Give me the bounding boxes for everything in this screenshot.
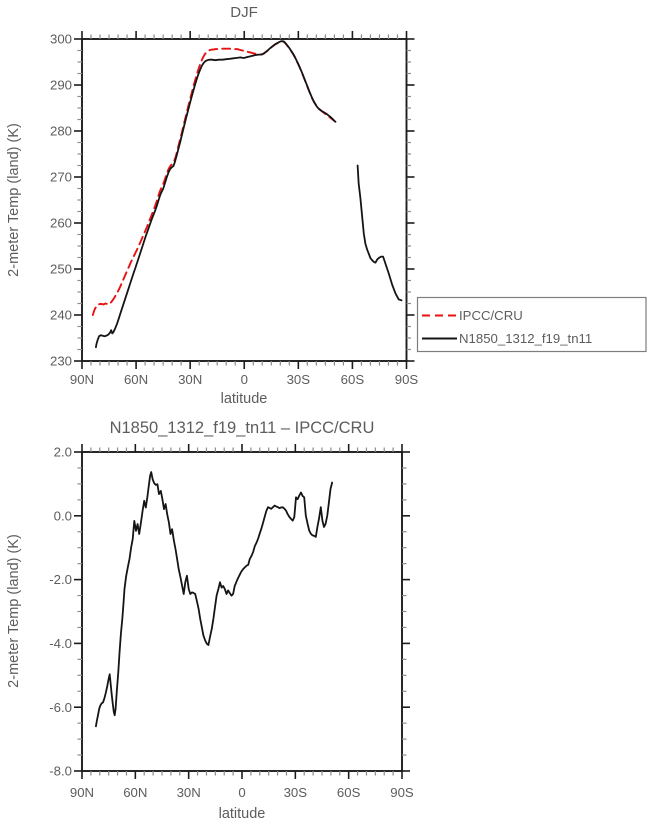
- series-n1850-1312-f19-tn11-minus-ipcc-cru: [95, 471, 334, 728]
- plot-frame: [81, 38, 408, 362]
- legend-label: N1850_1312_f19_tn11: [459, 331, 592, 346]
- y-tick-label: 240: [50, 308, 72, 323]
- y-tick-label: 0.0: [54, 508, 72, 523]
- x-tick-label: 90N: [70, 372, 94, 387]
- x-tick-label: 0: [238, 785, 245, 800]
- y-tick-label: 250: [50, 262, 72, 277]
- legend: IPCC/CRU N1850_1312_f19_tn11: [416, 296, 647, 353]
- y-tick-label: -2.0: [49, 572, 72, 587]
- djf-temperature-chart: 90N 60N 30N 0 30S 60S 90S 230 240 250 260 270 280 290…: [6, 4, 647, 407]
- x-tick-label: 90S: [390, 785, 414, 800]
- x-tick-label: 30N: [178, 372, 202, 387]
- legend-label: IPCC/CRU: [459, 308, 523, 323]
- y-tick-label: 290: [50, 78, 72, 93]
- x-axis-label: latitude: [221, 391, 268, 407]
- series-n1850-1312-f19-tn11: [95, 40, 337, 349]
- x-tick-label: 30S: [284, 785, 308, 800]
- y-tick-label: 2.0: [54, 445, 72, 460]
- x-tick-label: 60S: [341, 372, 365, 387]
- y-axis-label: 2-meter Temp (land) (K): [6, 534, 22, 688]
- y-tick-label: 300: [50, 32, 72, 47]
- series-n1850-1312-f19-tn11: [356, 164, 403, 302]
- x-tick-label: 90S: [395, 372, 419, 387]
- y-axis-label: 2-meter Temp (land) (K): [6, 123, 22, 277]
- x-tick-label: 0: [241, 372, 248, 387]
- x-tick-label: 30N: [177, 785, 201, 800]
- x-tick-label: 60N: [123, 785, 147, 800]
- chart-title: DJF: [230, 4, 258, 21]
- legend-box: [416, 296, 647, 353]
- x-tick-label: 30S: [287, 372, 311, 387]
- y-tick-label: 230: [50, 354, 72, 369]
- y-tick-label: 260: [50, 216, 72, 231]
- x-axis-label: latitude: [219, 806, 266, 822]
- y-tick-label: -4.0: [49, 636, 72, 651]
- chart-title: N1850_1312_f19_tn11 – IPCC/CRU: [110, 419, 375, 437]
- plot-frame: [81, 451, 403, 772]
- y-tick-label: -6.0: [49, 700, 72, 715]
- x-tick-label: 60N: [124, 372, 148, 387]
- series-ipcc-cru: [91, 40, 336, 316]
- y-tick-label: -8.0: [49, 764, 72, 779]
- model-minus-obs-difference-chart: 90N 60N 30N 0 30S 60S 90S -8.0 -6.0 -4.0 -2.0 0.0 2.…: [6, 419, 414, 822]
- x-tick-label: 90N: [70, 785, 94, 800]
- x-tick-label: 60S: [337, 785, 361, 800]
- y-tick-label: 280: [50, 124, 72, 139]
- y-tick-label: 270: [50, 170, 72, 185]
